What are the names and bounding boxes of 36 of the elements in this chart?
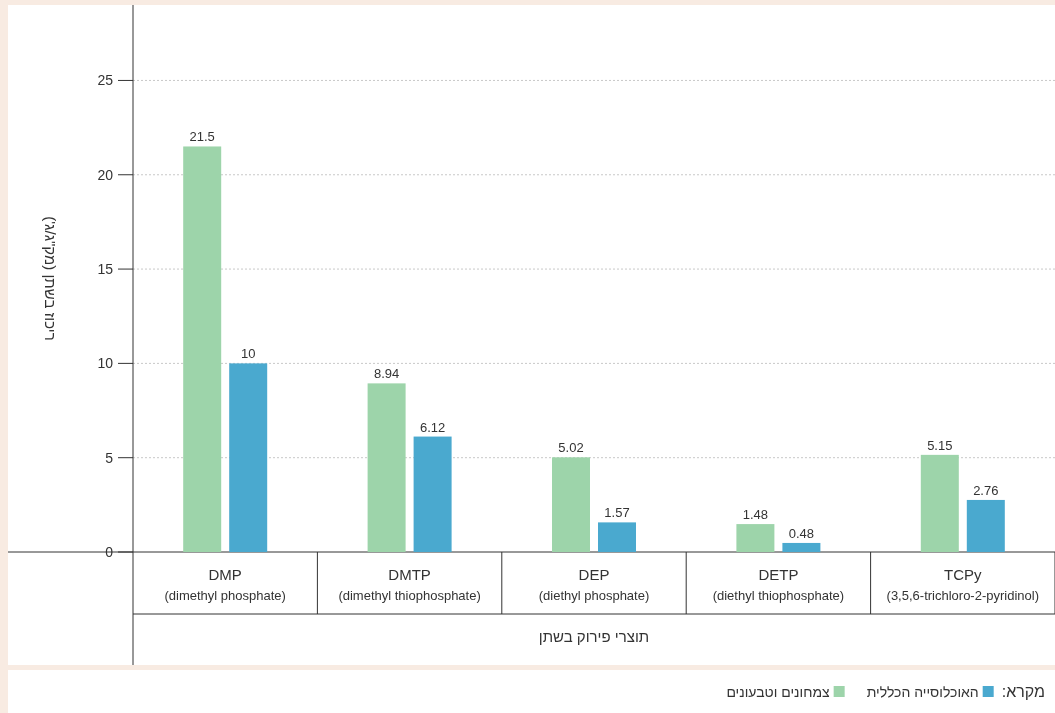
y-tick-label: 0 — [105, 544, 114, 560]
data-label: 2.76 — [973, 482, 999, 498]
bar — [966, 499, 1005, 552]
data-label: 21.5 — [189, 129, 215, 145]
data-label: 5.02 — [558, 440, 584, 456]
data-label: 1.48 — [742, 507, 769, 523]
x-tick-label: DEP (diethyl phosphate) — [538, 566, 650, 603]
y-tick-label: 25 — [97, 72, 114, 89]
y-tick-label: 20 — [97, 166, 114, 183]
data-label: 0.48 — [788, 525, 815, 541]
legend-label: האוכלוסייה הכללית — [866, 684, 979, 700]
bar — [367, 383, 406, 552]
y-axis-title: ריכוז בשתן (מק"ג/ג') — [42, 216, 59, 341]
x-tick-label: TCPy (3,5,6-trichloro-2-pyridinol) — [886, 566, 1040, 603]
y-tick-label: 15 — [97, 261, 114, 278]
data-label: 1.57 — [604, 505, 630, 521]
data-label: 5.15 — [927, 437, 953, 453]
legend-title: מקרא: — [1001, 683, 1045, 700]
bar — [413, 436, 452, 552]
data-label: 10 — [240, 346, 256, 362]
y-tick-label: 10 — [97, 355, 114, 372]
bar — [782, 542, 821, 552]
data-label: 8.94 — [373, 366, 400, 382]
y-tick-label: 5 — [105, 449, 114, 466]
x-tick-label: DMP (dimethyl phosphate) — [164, 566, 286, 603]
legend-label: צמחונים וטבעונים — [726, 684, 831, 700]
x-tick-label: DETP (diethyl thiophosphate) — [712, 566, 845, 603]
bar — [920, 454, 959, 552]
data-label: 6.12 — [419, 419, 446, 435]
x-tick-label: DMTP (dimethyl thiophosphate) — [338, 566, 481, 603]
bar — [183, 146, 222, 552]
bar — [736, 524, 775, 552]
bar — [598, 522, 636, 552]
bar — [552, 457, 590, 552]
x-axis-title: תוצרי פירוק בשתן — [538, 628, 650, 645]
bar — [229, 363, 268, 552]
